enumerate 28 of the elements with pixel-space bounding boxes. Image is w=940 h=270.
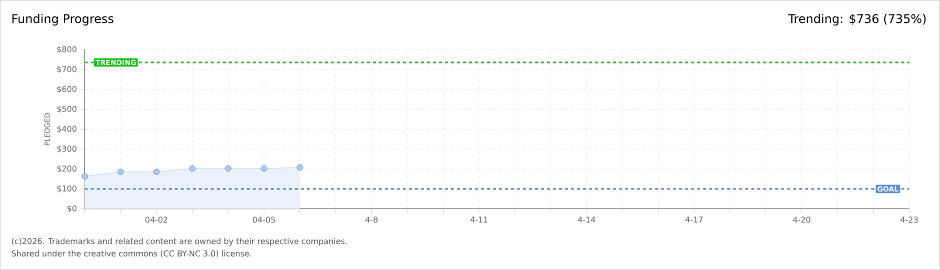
x-tick-label: 4-23 [900,216,918,223]
chart-subtitle: Trending: $736 (735%) [788,14,926,26]
y-tick-label: $700 [57,66,76,74]
point [260,165,268,172]
point [153,168,160,176]
x-tick-label: 4-11 [470,216,488,223]
x-tick-label: 4-8 [365,216,378,223]
y-tick-label: $200 [57,166,76,173]
point [224,165,232,172]
y-tick-label: $0 [67,205,76,213]
x-tick-label: 04-05 [252,216,275,223]
x-tick-label: 4-17 [685,216,703,223]
point [117,168,124,176]
y-tick-label: $500 [57,106,76,114]
x-tick-label: 4-14 [578,216,596,223]
y-tick-label: $100 [57,186,76,193]
point [296,164,304,171]
point [82,173,88,180]
text: (c)2026. Trademarks and related content are owned by their respective companies. [12,238,347,246]
text: Shared under the creative commons (CC BY-NC 3.0) license. [12,250,252,258]
y-tick-label: $800 [57,46,76,54]
chart-title: Funding Progress [12,14,114,26]
x-tick-label: 4-20 [793,216,810,223]
x-tick-label: 04-02 [145,216,168,223]
y-tick-label: $600 [57,86,76,94]
y-tick-label: $300 [57,146,76,154]
point [189,165,196,172]
y-tick-label: $400 [57,126,76,134]
